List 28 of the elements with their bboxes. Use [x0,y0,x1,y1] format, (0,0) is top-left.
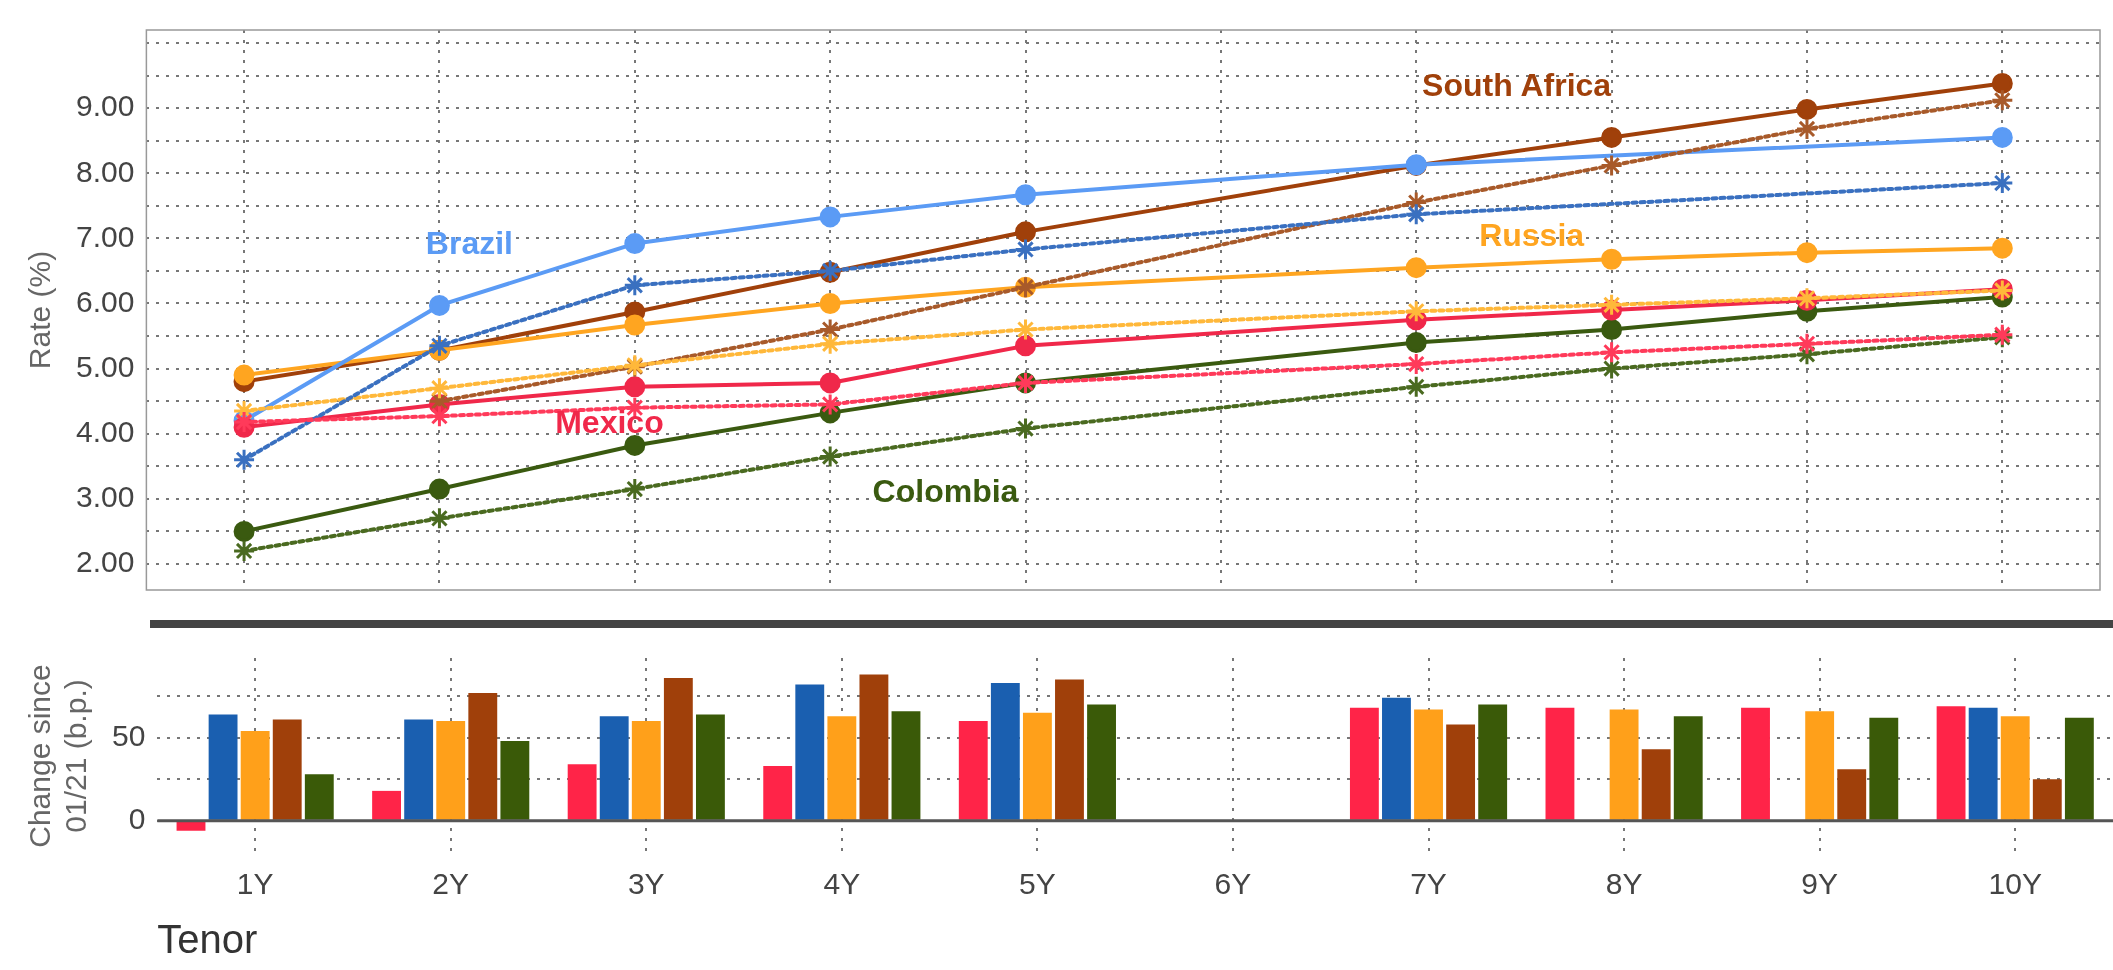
y-tick-label: 3.00 [76,480,135,514]
x-tick-label: 6Y [1214,867,1252,901]
x-axis-title: Tenor [157,917,258,962]
x-tick-label: 10Y [1988,867,2042,901]
series-label: Russia [1479,217,1585,254]
text: Colombia [872,472,1019,509]
y-tick-label: 5.00 [76,349,135,383]
y-tick-label: 50 [111,718,146,752]
x-tick-label: 2Y [432,867,470,901]
x-tick-label: 5Y [1019,867,1056,901]
x-tick-label: 1Y [236,867,274,901]
x-tick-label: 8Y [1605,867,1643,901]
y-tick-label: 2.00 [76,545,135,579]
x-tick-label: 7Y [1410,867,1447,901]
y-tick-label: 0 [128,802,146,836]
x-tick-label: 4Y [823,867,861,901]
y-axis-title: Change since 01/21 (b.p.) [23,664,93,848]
y-tick-label: 8.00 [76,154,135,188]
y-tick-label: 7.00 [76,219,135,253]
x-tick-label: 3Y [627,867,665,901]
y-tick-label: 6.00 [76,284,135,318]
y-tick-label: 9.00 [76,89,135,123]
y-tick-label: 4.00 [76,414,135,448]
series-label: Mexico [555,404,664,441]
y-axis-title: Rate (%) [23,250,57,370]
x-tick-label: 9Y [1801,867,1839,901]
series-label: South Africa [1422,67,1612,104]
series-label: Brazil [425,225,513,262]
